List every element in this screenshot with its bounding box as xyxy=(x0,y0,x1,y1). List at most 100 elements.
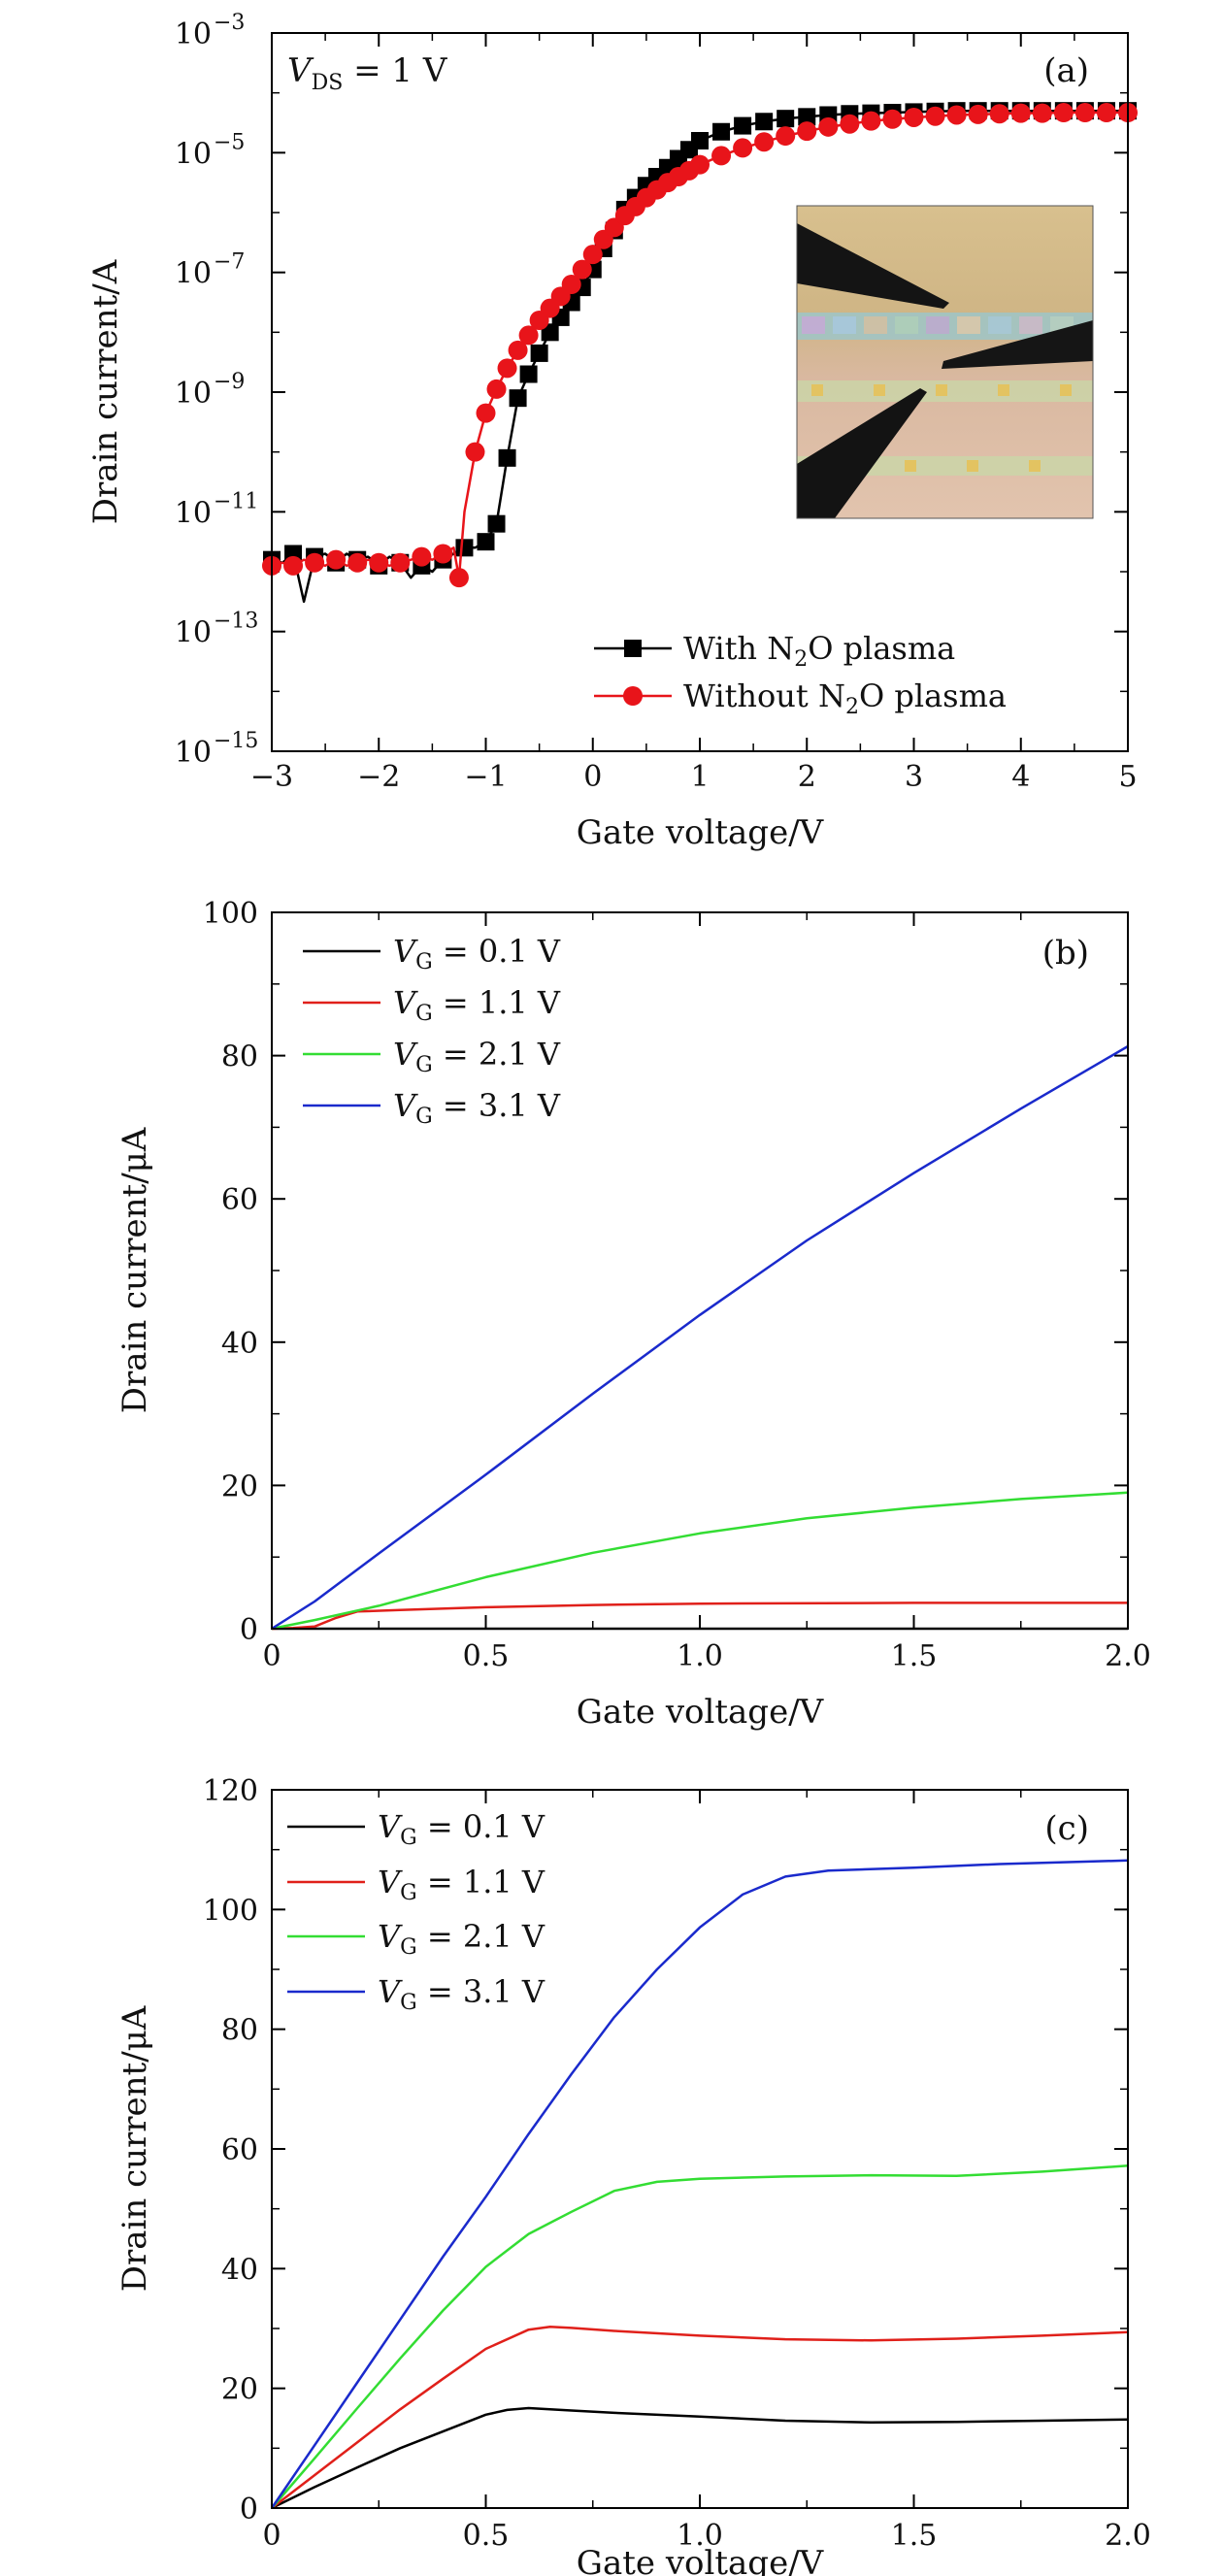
panel-a-ytick-exponent: −11 xyxy=(214,489,258,513)
marker-with-plasma xyxy=(498,448,516,467)
panel-a-xlabel: Gate voltage/V xyxy=(577,813,825,852)
marker-with-plasma xyxy=(798,108,816,126)
marker-without-plasma xyxy=(904,107,924,127)
marker-without-plasma xyxy=(968,104,988,124)
panel-b-legend: VG = 0.1 V VG = 1.1 V VG = 2.1 V VG = 3.… xyxy=(303,933,561,1129)
panel-c-ytick-label: 0 xyxy=(240,2493,258,2526)
panel-a-ytick-exponent: −15 xyxy=(214,729,258,753)
marker-without-plasma xyxy=(711,146,732,166)
panel-b-series-vg-3-1 xyxy=(271,1044,1129,1631)
panel-b-ytick-label: 20 xyxy=(221,1470,258,1503)
marker-with-plasma xyxy=(455,539,474,557)
marker-without-plasma xyxy=(989,104,1009,124)
marker-without-plasma xyxy=(572,259,592,280)
marker-without-plasma xyxy=(946,105,967,125)
marker-without-plasma xyxy=(369,552,389,573)
legend-label-vg-2-1: VG = 2.1 V xyxy=(393,1036,561,1077)
legend-label-vg-3-1-c: VG = 3.1 V xyxy=(378,1973,545,2015)
marker-without-plasma xyxy=(448,568,469,588)
marker-with-plasma xyxy=(541,323,559,342)
panel-b-xlabel: Gate voltage/V xyxy=(577,1693,825,1732)
legend-label-vg-0-1: VG = 0.1 V xyxy=(393,933,561,974)
panel-b-ticks: 0 0.5 1.0 1.5 2.0 0 20 40 60 80 100 xyxy=(203,897,1151,1673)
marker-without-plasma xyxy=(754,132,775,152)
panel-b-label: (b) xyxy=(1042,934,1089,973)
panel-a-ytick-label: 10 xyxy=(175,137,212,171)
panel-a-ytick-label: 10 xyxy=(175,17,212,51)
panel-c-series-vg-2-1 xyxy=(271,2164,1129,2509)
panel-c-xtick-label: 1.0 xyxy=(677,2519,723,2553)
panel-a-ytick-label: 10 xyxy=(175,736,212,770)
panel-a-legend: With N2O plasma Without N2O plasma xyxy=(594,630,1007,719)
marker-with-plasma xyxy=(530,344,548,362)
panel-a-xtick-label: 2 xyxy=(798,760,816,794)
panel-a-ytick-label: 10 xyxy=(175,377,212,411)
marker-without-plasma xyxy=(390,552,411,573)
marker-without-plasma xyxy=(1074,103,1095,123)
panel-c-label: (c) xyxy=(1044,1809,1089,1848)
marker-without-plasma xyxy=(518,325,539,346)
panel-a-xtick-label: −3 xyxy=(250,760,293,794)
legend-label-vg-1-1-c: VG = 1.1 V xyxy=(378,1864,545,1905)
panel-a-xtick-label: 3 xyxy=(905,760,923,794)
panel-c-xtick-label: 1.5 xyxy=(891,2519,938,2553)
panel-a-series xyxy=(262,102,1138,604)
legend-marker-circle xyxy=(623,686,643,706)
panel-c-ytick-label: 100 xyxy=(203,1894,258,1928)
panel-a-xtick-label: 5 xyxy=(1118,760,1137,794)
panel-c-ytick-label: 120 xyxy=(203,1774,258,1808)
marker-without-plasma xyxy=(497,358,517,379)
panel-c-series xyxy=(270,1859,1129,2510)
marker-without-plasma xyxy=(433,544,453,564)
panel-b-ytick-label: 40 xyxy=(221,1327,258,1361)
panel-b-xtick-label: 1.5 xyxy=(891,1639,938,1673)
marker-without-plasma xyxy=(1096,103,1116,123)
legend-label-vg-1-1: VG = 1.1 V xyxy=(393,984,561,1026)
marker-with-plasma xyxy=(519,365,538,383)
panel-b: 0 0.5 1.0 1.5 2.0 0 20 40 60 80 100 VG = 0.1 V VG … xyxy=(116,897,1151,1732)
marker-without-plasma xyxy=(1032,103,1052,123)
marker-without-plasma xyxy=(1053,103,1074,123)
panel-c-ytick-label: 20 xyxy=(221,2373,258,2407)
panel-a-ytick-exponent: −5 xyxy=(214,130,245,154)
panel-a-ylabel: Drain current/A xyxy=(86,259,125,524)
panel-b-frame xyxy=(271,911,1129,1630)
panel-c-series-vg-1-1 xyxy=(271,2325,1129,2509)
panel-a-xtick-label: 4 xyxy=(1011,760,1030,794)
panel-c-frame xyxy=(271,1789,1129,2509)
legend-label-with-plasma: With N2O plasma xyxy=(683,630,955,672)
panel-b-xtick-label: 0.5 xyxy=(463,1639,510,1673)
panel-c: 0 0.5 1.0 1.5 2.0 0 20 40 60 80 100 120 VG = 0.1 V … xyxy=(116,1774,1151,2576)
panel-b-xtick-label: 0 xyxy=(262,1639,281,1673)
marker-without-plasma xyxy=(465,442,485,462)
marker-without-plasma xyxy=(733,138,753,158)
vds-annotation: VDS = 1 V xyxy=(287,51,448,95)
inset-frame xyxy=(796,205,1094,519)
panel-c-legend: VG = 0.1 V VG = 1.1 V VG = 2.1 V VG = 3.… xyxy=(287,1808,545,2015)
panel-b-ylabel: Drain current/μA xyxy=(116,1127,154,1413)
marker-without-plasma xyxy=(861,111,881,131)
marker-without-plasma xyxy=(412,546,432,567)
marker-without-plasma xyxy=(776,126,796,147)
panel-a-xtick-label: 1 xyxy=(690,760,709,794)
legend-marker-square xyxy=(624,640,642,657)
marker-with-plasma xyxy=(477,533,495,551)
panel-a-ytick-label: 10 xyxy=(175,616,212,650)
panel-b-ytick-label: 60 xyxy=(221,1183,258,1217)
panel-c-xlabel: Gate voltage/V xyxy=(577,2544,825,2576)
panel-b-series-vg-2-1 xyxy=(271,1491,1129,1631)
panel-a-xtick-label: −2 xyxy=(357,760,400,794)
marker-with-plasma xyxy=(734,116,752,135)
panel-c-xtick-label: 2.0 xyxy=(1105,2519,1151,2553)
panel-a-ytick-label: 10 xyxy=(175,257,212,291)
panel-c-xtick-label: 0 xyxy=(262,2519,281,2553)
panel-c-ticks: 0 0.5 1.0 1.5 2.0 0 20 40 60 80 100 120 xyxy=(203,1774,1151,2553)
marker-without-plasma xyxy=(1010,103,1031,123)
panel-b-ytick-label: 100 xyxy=(203,897,258,931)
panel-a-ytick-exponent: −3 xyxy=(214,11,245,35)
panel-c-ytick-label: 80 xyxy=(221,2014,258,2048)
panel-b-xtick-label: 1.0 xyxy=(677,1639,723,1673)
panel-a-ytick-exponent: −13 xyxy=(214,610,258,634)
